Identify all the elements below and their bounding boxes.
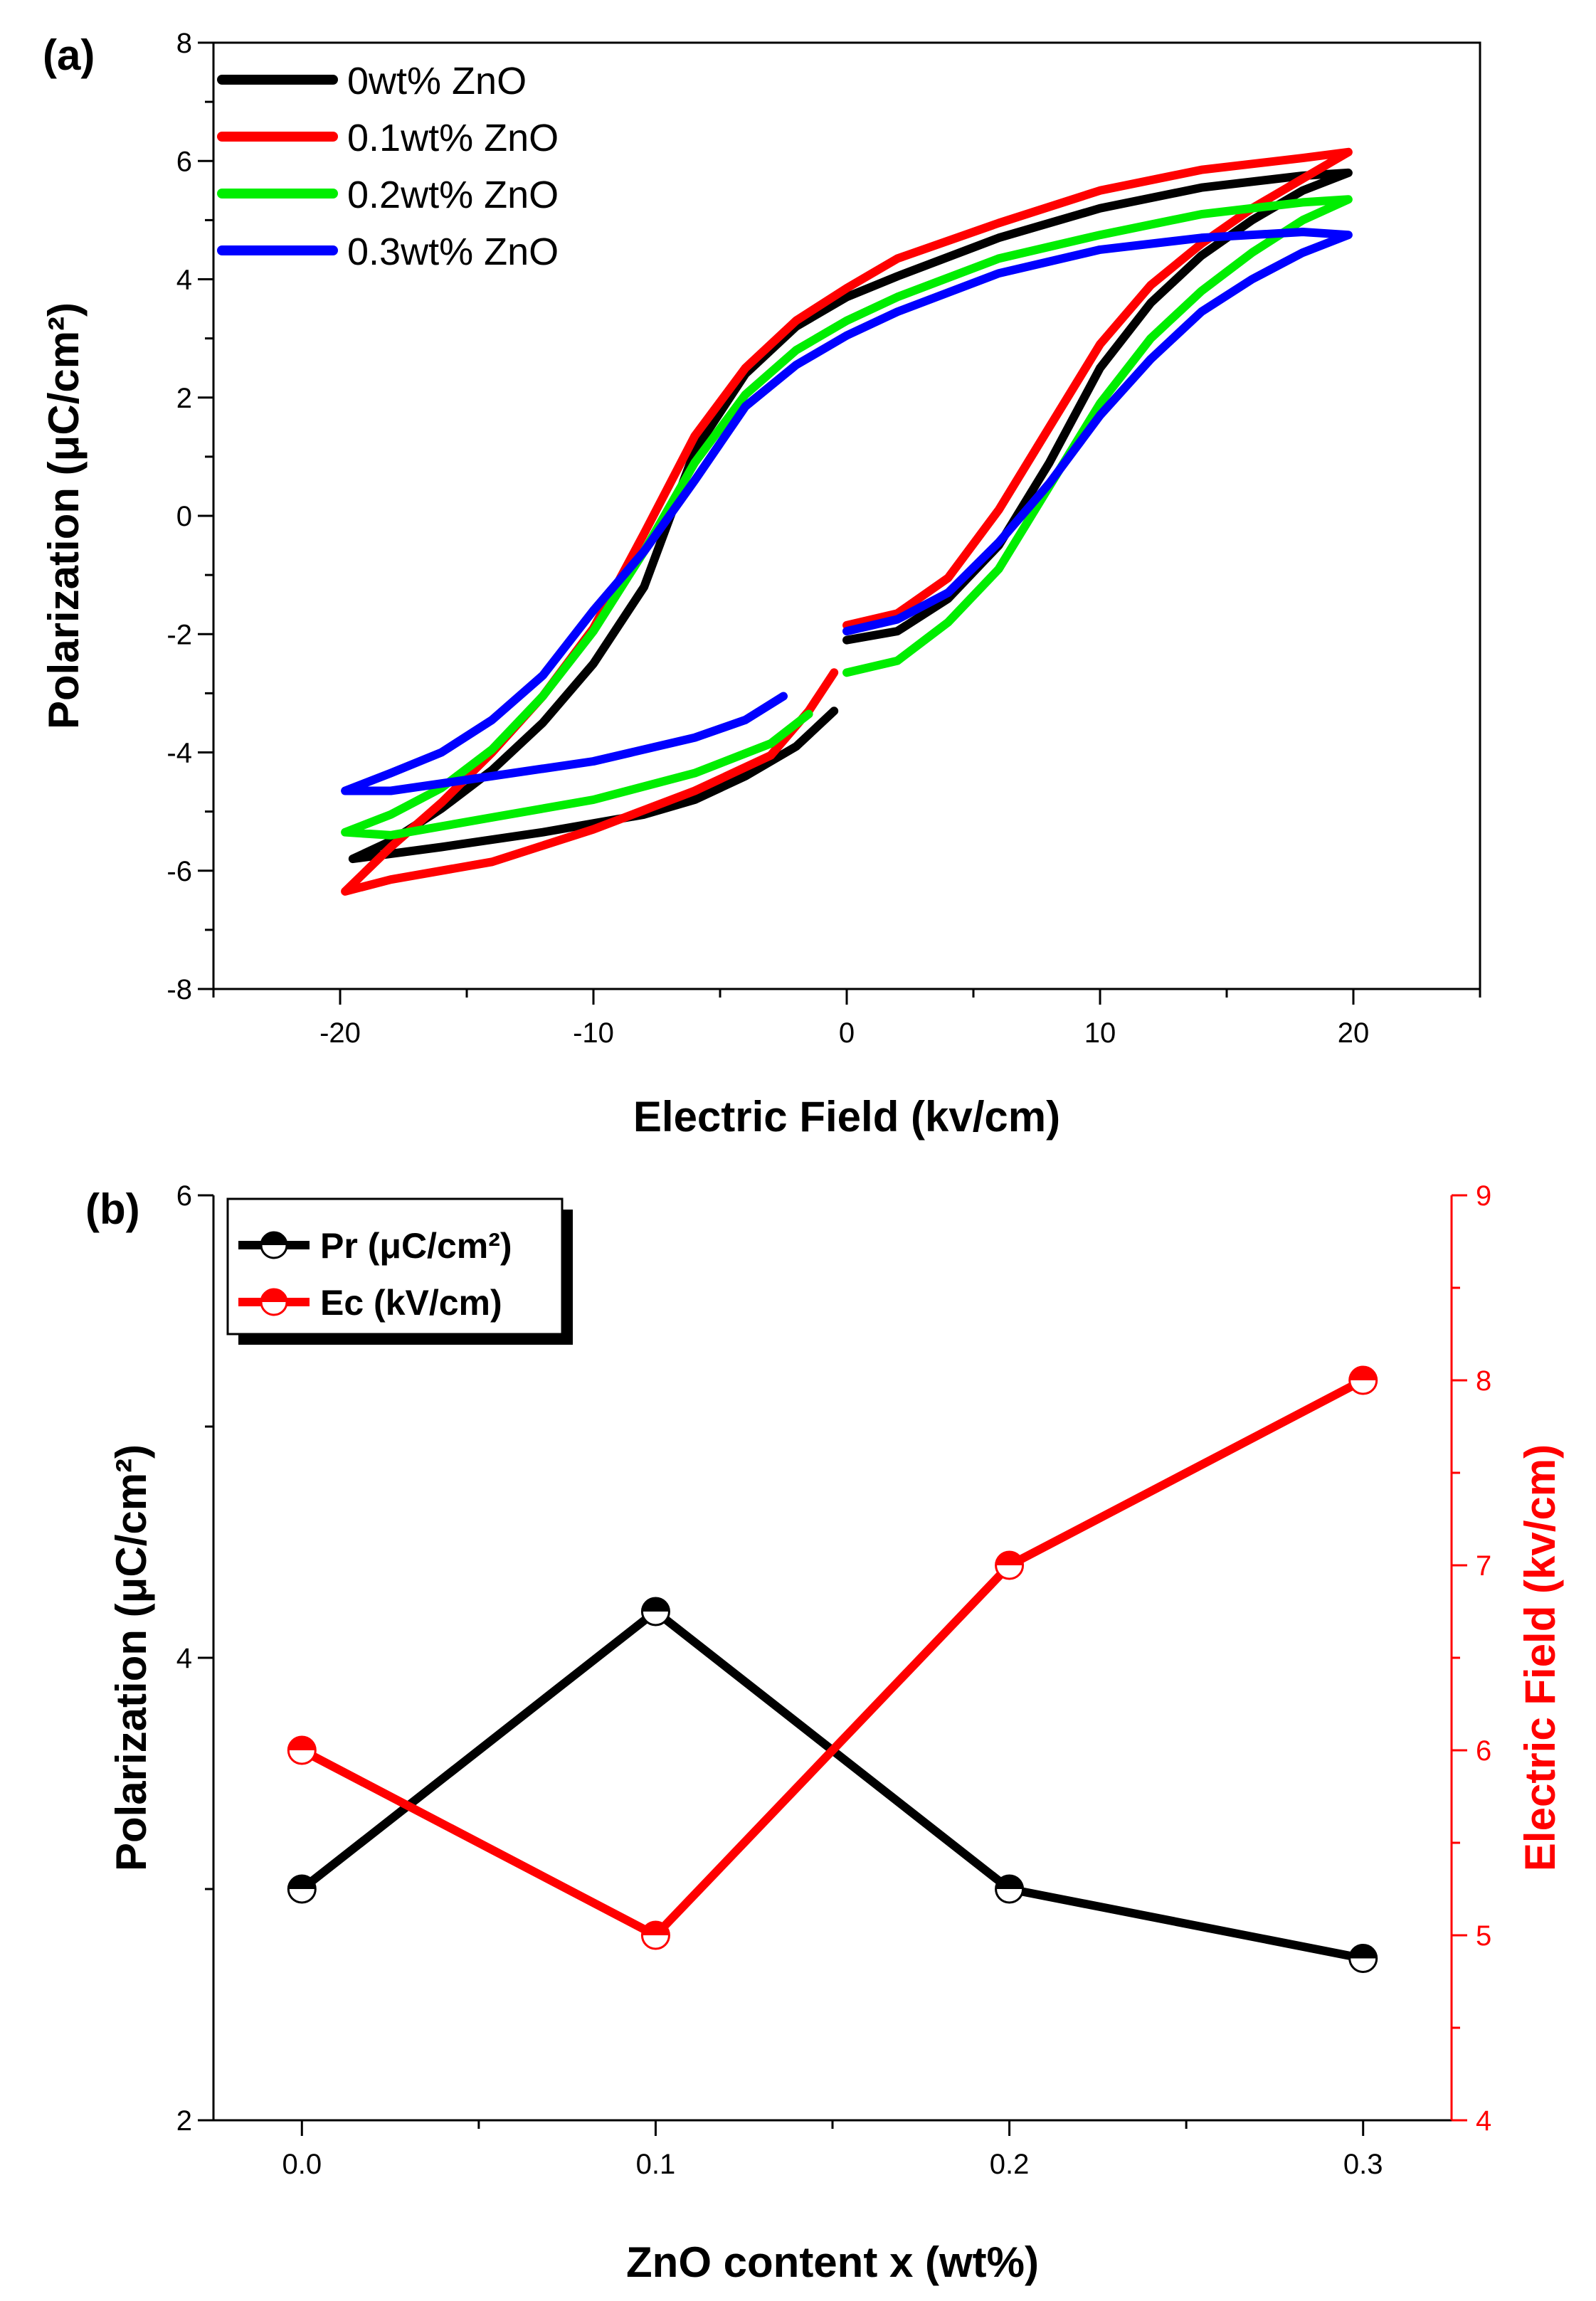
data-point-marker — [287, 1874, 317, 1904]
y-tick-label: 4 — [176, 265, 192, 296]
panel-b-legend: Pr (μC/cm²) Ec (kV/cm) — [226, 1197, 573, 1345]
data-point-marker — [995, 1874, 1025, 1904]
y-tick-label: -8 — [167, 974, 192, 1005]
right-y-tick-label: 9 — [1476, 1180, 1491, 1212]
legend-entry: 0.3wt% ZnO — [347, 231, 559, 273]
right-y-tick-label: 5 — [1476, 1920, 1491, 1952]
y-tick-label: -4 — [167, 738, 192, 769]
x-tick-label: 0 — [839, 1017, 855, 1049]
series-line-0 — [299, 1607, 1364, 1963]
x-tick-label: -10 — [573, 1017, 614, 1049]
legend-entry: 0.2wt% ZnO — [347, 174, 559, 216]
panel-a-x-axis-title: Electric Field (kv/cm) — [633, 1093, 1060, 1141]
panel-b-axis-ticks: 0.0 0.1 0.2 0.3 2 4 6 4 5 6 7 8 9 — [176, 1180, 1492, 2180]
legend-marker — [260, 1288, 288, 1316]
y-tick-label: 0 — [176, 501, 192, 532]
y-tick-label: -2 — [167, 619, 192, 650]
data-point-marker — [1348, 1365, 1378, 1395]
panel-b-right-y-axis-title: Electric Field (kv/cm) — [1516, 1444, 1564, 1871]
series-line-0 — [348, 168, 1353, 864]
y-tick-label: 2 — [176, 383, 192, 414]
series-line-2 — [341, 195, 1353, 840]
panel-a-plot-area — [341, 147, 1353, 896]
x-tick-label: 0.0 — [282, 2149, 322, 2180]
data-point-marker — [287, 1735, 317, 1765]
panel-b-pr-ec-chart: (b) 0.0 0.1 0.2 0.3 2 4 6 4 5 6 7 8 9 Pr (μC/cm²) Ec … — [85, 1180, 1564, 2286]
panel-a-label: (a) — [43, 31, 95, 79]
series-line-1 — [341, 147, 1353, 896]
right-y-tick-label: 7 — [1476, 1550, 1491, 1582]
data-point-marker — [640, 1920, 670, 1950]
legend-entry: 0.1wt% ZnO — [347, 117, 559, 159]
data-point-marker — [995, 1550, 1025, 1580]
panel-b-label: (b) — [85, 1185, 140, 1233]
y-tick-label: 8 — [176, 28, 192, 59]
y-tick-label: 6 — [176, 146, 192, 177]
legend-entry: Ec (kV/cm) — [320, 1283, 502, 1323]
y-tick-label: 6 — [176, 1180, 192, 1212]
legend-entry: Pr (μC/cm²) — [320, 1226, 512, 1266]
x-tick-label: 0.1 — [636, 2149, 676, 2180]
x-tick-label: -20 — [319, 1017, 361, 1049]
series-line-1 — [300, 1376, 1365, 1940]
x-tick-label: 10 — [1084, 1017, 1116, 1049]
x-tick-label: 0.3 — [1343, 2149, 1383, 2180]
legend-marker — [260, 1231, 288, 1259]
panel-b-x-axis-title: ZnO content x (wt%) — [626, 2238, 1039, 2286]
panel-a-y-axis-title: Polarization (μC/cm²) — [40, 302, 88, 729]
right-y-tick-label: 8 — [1476, 1365, 1491, 1397]
y-tick-label: 4 — [176, 1643, 192, 1674]
x-tick-label: 20 — [1338, 1017, 1370, 1049]
legend-entry: 0wt% ZnO — [347, 60, 527, 102]
panel-b-plot-area — [287, 1365, 1378, 1973]
series-line-3 — [341, 228, 1353, 795]
data-point-marker — [1348, 1944, 1378, 1973]
right-y-tick-label: 6 — [1476, 1735, 1491, 1767]
data-point-marker — [640, 1597, 670, 1626]
y-tick-label: -6 — [167, 856, 192, 887]
panel-a-legend: 0wt% ZnO 0.1wt% ZnO 0.2wt% ZnO 0.3wt% ZnO — [217, 60, 559, 273]
panel-b-y-axis-title: Polarization (μC/cm²) — [107, 1444, 155, 1871]
y-tick-label: 2 — [176, 2105, 192, 2137]
right-y-tick-label: 4 — [1476, 2105, 1491, 2137]
x-tick-label: 0.2 — [990, 2149, 1030, 2180]
